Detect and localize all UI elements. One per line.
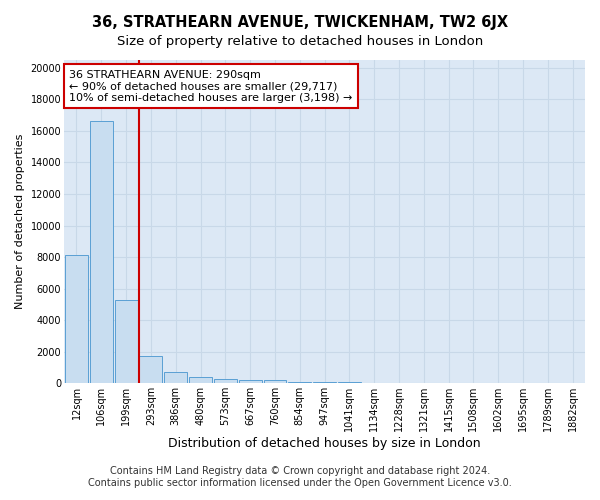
Y-axis label: Number of detached properties: Number of detached properties — [15, 134, 25, 310]
Bar — [139, 356, 163, 383]
Bar — [214, 379, 237, 383]
Bar — [338, 382, 361, 383]
Bar — [115, 300, 137, 383]
Bar — [189, 377, 212, 383]
Text: Size of property relative to detached houses in London: Size of property relative to detached ho… — [117, 35, 483, 48]
Bar — [313, 382, 336, 383]
Bar — [90, 122, 113, 383]
Bar — [263, 380, 286, 383]
Bar — [363, 382, 386, 383]
Bar — [289, 382, 311, 383]
Bar — [65, 256, 88, 383]
Bar — [164, 372, 187, 383]
Text: 36 STRATHEARN AVENUE: 290sqm
← 90% of detached houses are smaller (29,717)
10% o: 36 STRATHEARN AVENUE: 290sqm ← 90% of de… — [69, 70, 353, 103]
X-axis label: Distribution of detached houses by size in London: Distribution of detached houses by size … — [168, 437, 481, 450]
Text: Contains HM Land Registry data © Crown copyright and database right 2024.
Contai: Contains HM Land Registry data © Crown c… — [88, 466, 512, 487]
Text: 36, STRATHEARN AVENUE, TWICKENHAM, TW2 6JX: 36, STRATHEARN AVENUE, TWICKENHAM, TW2 6… — [92, 15, 508, 30]
Bar — [239, 380, 262, 383]
